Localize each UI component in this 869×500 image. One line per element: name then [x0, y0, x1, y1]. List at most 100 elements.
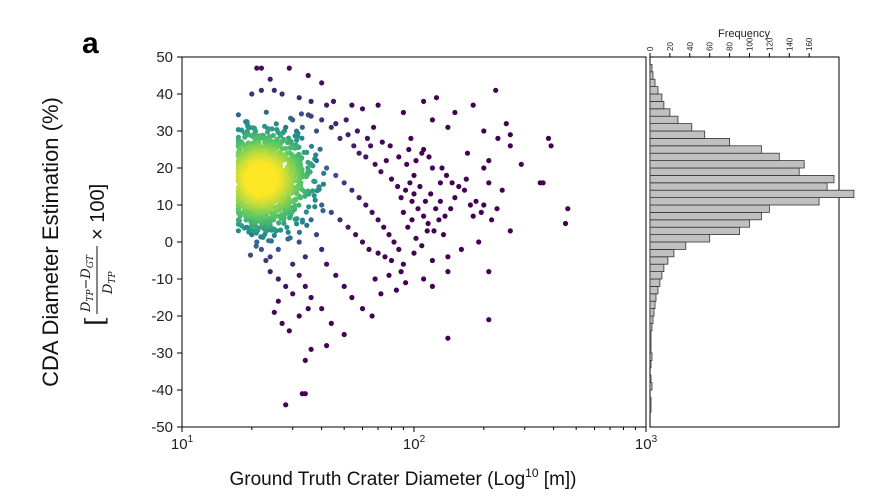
density-point — [292, 216, 298, 222]
scatter-point — [417, 183, 423, 190]
formula-num-minus: −D — [79, 268, 94, 290]
y-tick-label: 20 — [156, 160, 173, 177]
histogram-bar — [649, 300, 656, 310]
scatter-point — [359, 306, 366, 312]
density-point — [258, 176, 264, 182]
histogram-bar — [649, 330, 652, 339]
density-point — [311, 178, 317, 184]
scatter-point — [375, 217, 381, 223]
scatter-point — [540, 180, 546, 186]
scatter-point — [507, 132, 513, 138]
density-point — [278, 227, 284, 233]
scatter-point — [411, 172, 417, 178]
scatter-point — [279, 320, 285, 326]
y-tick-label: -30 — [151, 345, 173, 362]
scatter-point — [375, 102, 381, 108]
histogram-bar — [649, 374, 652, 384]
scatter-point — [495, 135, 501, 141]
histogram-bar — [649, 78, 656, 87]
density-point — [296, 229, 302, 235]
density-point — [247, 252, 254, 258]
histogram-bar — [649, 167, 800, 176]
scatter-point — [296, 95, 302, 101]
histogram-x-axis-title: Frequency — [718, 28, 770, 40]
histogram-bar — [649, 241, 687, 250]
scatter-point — [368, 143, 374, 149]
scatter-point — [324, 343, 330, 349]
histogram-bar — [649, 130, 706, 139]
density-point — [302, 193, 308, 199]
density-point — [287, 235, 293, 241]
scatter-point — [439, 165, 445, 171]
scatter-point — [404, 161, 410, 167]
scatter-point — [324, 261, 330, 267]
density-point — [276, 220, 282, 226]
scatter-point — [366, 246, 372, 252]
scatter-point — [489, 217, 495, 223]
scatter-point — [296, 313, 302, 319]
histogram-x-ticks: 0 20 40 60 80 100 120 140 160 — [646, 37, 814, 57]
scatter-point — [271, 309, 277, 315]
histogram-bar — [649, 271, 663, 280]
histogram: 0 20 40 60 80 100 120 140 160 Frequency — [646, 28, 855, 428]
y-tick-label: 30 — [156, 123, 173, 140]
density-point — [294, 162, 300, 168]
scatter-point — [409, 198, 415, 204]
scatter-point — [319, 80, 325, 86]
scatter-point — [463, 176, 469, 182]
scatter-point — [363, 154, 369, 160]
scatter-point — [419, 243, 425, 249]
scatter-point — [481, 128, 487, 134]
histogram-bar — [649, 108, 671, 117]
y-tick-label: 0 — [165, 234, 173, 251]
scatter-point — [396, 246, 402, 252]
histogram-bar — [649, 174, 835, 184]
scatter-point — [408, 135, 414, 141]
density-point — [305, 165, 311, 171]
scatter-point — [493, 87, 499, 93]
formula-times-100: × 100] — [87, 184, 109, 240]
scatter-point — [359, 239, 366, 245]
scatter-point — [313, 232, 320, 238]
density-point — [305, 159, 311, 165]
density-point — [235, 217, 241, 223]
density-point — [285, 229, 291, 235]
scatter-point — [337, 217, 343, 223]
scatter-point — [308, 113, 314, 119]
histogram-bar — [649, 101, 665, 110]
scatter-point — [345, 224, 351, 230]
scatter-point — [562, 220, 569, 227]
scatter-point — [378, 169, 384, 175]
scatter-point — [470, 102, 476, 108]
scatter-point — [413, 235, 419, 241]
x-axis-title-sup: 10 — [525, 466, 539, 480]
scatter-point — [458, 246, 464, 252]
scatter-point — [440, 232, 447, 238]
histogram-bar — [649, 204, 770, 213]
formula-denominator: DTP — [101, 271, 118, 295]
scatter-point — [403, 187, 409, 193]
scatter-point — [356, 195, 362, 201]
scatter-frame — [181, 56, 647, 428]
density-point — [272, 205, 278, 211]
scatter-point — [279, 91, 285, 97]
density-point — [308, 143, 315, 149]
histogram-bar — [649, 145, 762, 154]
scatter-point — [383, 158, 389, 164]
scatter-point — [353, 232, 359, 238]
scatter-point — [382, 254, 388, 260]
scatter-point — [393, 287, 399, 293]
scatter-point — [507, 143, 513, 149]
scatter-point — [375, 250, 381, 256]
scatter-point — [422, 198, 428, 204]
density-point — [287, 145, 293, 151]
scatter-point — [286, 65, 292, 71]
scatter-point — [486, 269, 492, 275]
scatter-point — [378, 291, 384, 297]
histogram-bar — [649, 322, 653, 332]
density-point — [301, 149, 307, 155]
scatter-point — [319, 306, 325, 312]
scatter-point — [371, 124, 377, 130]
density-point — [270, 226, 276, 232]
density-point — [263, 109, 269, 115]
